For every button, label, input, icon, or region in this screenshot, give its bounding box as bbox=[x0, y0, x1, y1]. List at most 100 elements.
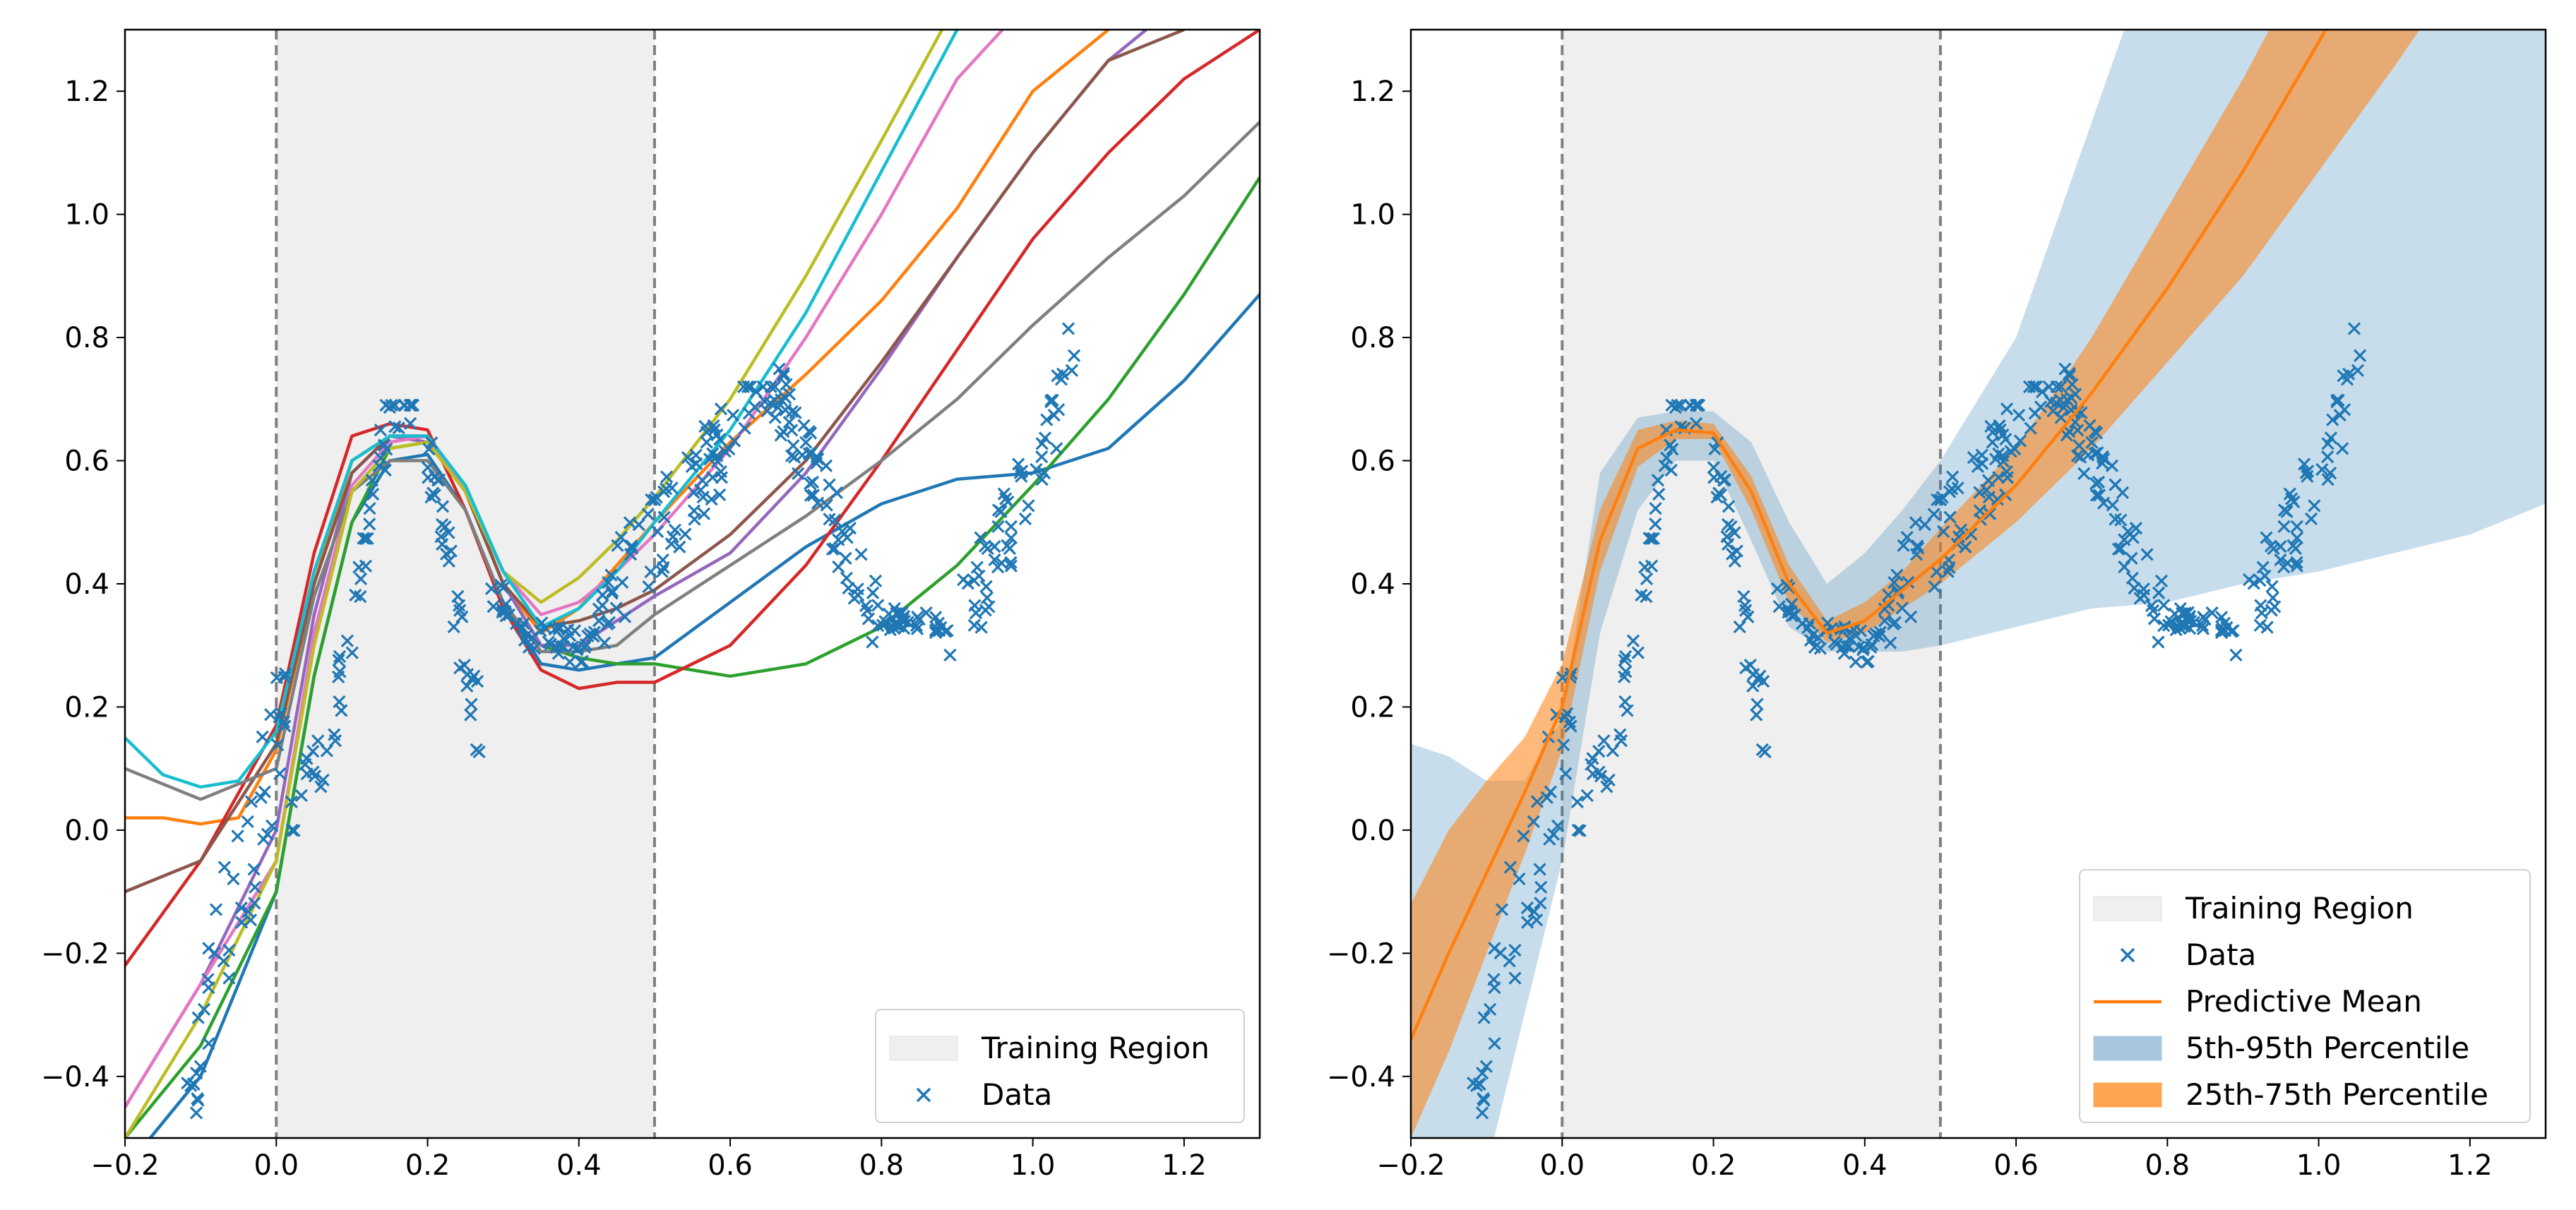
data-point bbox=[625, 539, 638, 553]
x-tick-label: 1.2 bbox=[1162, 1149, 1207, 1182]
data-point bbox=[1050, 442, 1063, 455]
data-point bbox=[1756, 675, 1770, 688]
data-point bbox=[1540, 791, 1554, 804]
data-point bbox=[1986, 426, 1999, 439]
data-point bbox=[244, 914, 258, 927]
data-point bbox=[1758, 745, 1772, 759]
sample-line-7 bbox=[125, 30, 1004, 1108]
legend-label: 5th-95th Percentile bbox=[2186, 1031, 2469, 1065]
data-point bbox=[656, 553, 669, 567]
data-point bbox=[377, 438, 391, 452]
data-point bbox=[2111, 542, 2125, 556]
data-point bbox=[1592, 745, 1606, 758]
data-point bbox=[1004, 559, 1018, 573]
data-point bbox=[1004, 520, 1018, 533]
data-point bbox=[1691, 398, 1705, 412]
data-point bbox=[392, 421, 405, 435]
data-point bbox=[1645, 532, 1658, 546]
data-point bbox=[1580, 789, 1594, 803]
data-point bbox=[191, 1011, 205, 1024]
data-point bbox=[602, 616, 616, 629]
data-point bbox=[1770, 582, 1784, 596]
data-point bbox=[2351, 364, 2365, 377]
data-point bbox=[2290, 531, 2304, 545]
data-point bbox=[1530, 914, 1544, 927]
data-point bbox=[2281, 556, 2294, 570]
data-point bbox=[1618, 654, 1631, 667]
legend-box bbox=[2079, 869, 2531, 1123]
data-point bbox=[979, 604, 992, 617]
data-point bbox=[1996, 449, 2010, 462]
data-point bbox=[777, 369, 790, 383]
x-tick-label: 0.6 bbox=[1993, 1149, 2039, 1182]
data-points bbox=[1467, 322, 2367, 1120]
data-point bbox=[2178, 606, 2192, 620]
data-points bbox=[181, 322, 1081, 1120]
data-point bbox=[306, 745, 320, 758]
data-point bbox=[764, 380, 777, 394]
data-point bbox=[2091, 446, 2104, 460]
data-point bbox=[895, 606, 909, 619]
y-tick-label: 0.0 bbox=[1350, 815, 1395, 847]
y-tick-label: 1.2 bbox=[64, 76, 109, 108]
data-point bbox=[1918, 518, 1931, 532]
data-point bbox=[1964, 527, 1978, 541]
data-point bbox=[453, 604, 467, 617]
data-point bbox=[363, 502, 376, 515]
data-point bbox=[2105, 459, 2119, 472]
data-point bbox=[2097, 496, 2111, 510]
data-point bbox=[403, 417, 417, 431]
data-point bbox=[2128, 581, 2141, 595]
y-tick-label: 0.4 bbox=[1350, 568, 1395, 601]
data-point bbox=[673, 540, 686, 553]
y-tick-label: −0.2 bbox=[1327, 938, 1395, 970]
data-point bbox=[748, 400, 762, 414]
data-point bbox=[657, 510, 671, 524]
data-point bbox=[1640, 590, 1653, 604]
data-point bbox=[981, 542, 994, 556]
data-point bbox=[374, 423, 387, 437]
data-point bbox=[285, 823, 299, 837]
data-point bbox=[2340, 373, 2354, 386]
data-point bbox=[1570, 795, 1584, 809]
data-point bbox=[278, 719, 292, 733]
data-point bbox=[357, 532, 370, 545]
y-tick-label: 0.8 bbox=[64, 322, 109, 354]
data-point bbox=[294, 789, 308, 803]
data-point bbox=[372, 459, 386, 473]
data-point bbox=[494, 578, 508, 592]
data-point bbox=[2054, 411, 2068, 424]
data-point bbox=[244, 795, 258, 808]
data-point bbox=[2181, 606, 2195, 619]
data-point bbox=[1503, 861, 1517, 874]
data-point bbox=[202, 1036, 215, 1050]
data-point bbox=[1600, 780, 1614, 793]
data-point bbox=[515, 621, 529, 635]
data-point bbox=[574, 655, 588, 669]
data-point bbox=[1739, 604, 1753, 617]
data-point bbox=[1051, 403, 1066, 417]
data-point bbox=[823, 513, 836, 526]
y-tick-label: −0.2 bbox=[41, 938, 109, 970]
data-point bbox=[806, 489, 821, 502]
data-point bbox=[1035, 437, 1049, 450]
data-point bbox=[181, 1077, 194, 1090]
data-point bbox=[1030, 462, 1043, 477]
data-point bbox=[2321, 450, 2334, 464]
data-point bbox=[2070, 449, 2085, 462]
data-point bbox=[718, 445, 732, 458]
data-point bbox=[869, 574, 883, 588]
data-point bbox=[614, 530, 628, 544]
data-point bbox=[1559, 767, 1573, 781]
data-point bbox=[785, 424, 799, 437]
data-point bbox=[768, 380, 782, 394]
legend-swatch bbox=[2093, 1036, 2162, 1061]
data-point bbox=[2198, 613, 2212, 626]
data-point bbox=[2085, 436, 2099, 449]
data-point bbox=[1782, 606, 1795, 619]
data-point bbox=[425, 436, 439, 450]
data-point bbox=[1571, 823, 1585, 837]
data-point bbox=[664, 537, 678, 551]
data-point bbox=[688, 513, 701, 526]
